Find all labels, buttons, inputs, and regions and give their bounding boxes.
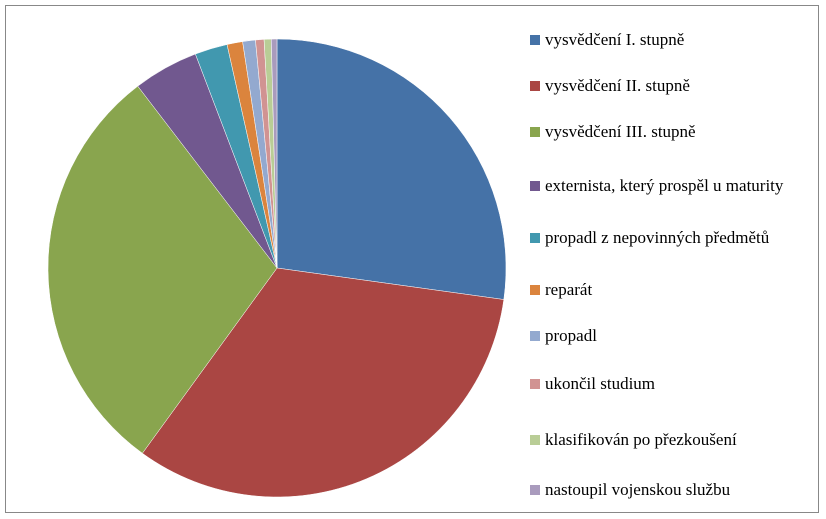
legend-swatch [530,435,540,445]
legend-label: klasifikován po přezkoušení [545,430,737,449]
legend-swatch [530,35,540,45]
legend-label: vysvědčení III. stupně [545,122,696,141]
legend-label: nastoupil vojenskou službu [545,480,731,499]
legend-swatch [530,485,540,495]
pie-slice [142,267,505,498]
legend-swatch [530,331,540,341]
legend-swatch [530,181,540,191]
chart-frame [5,5,819,513]
legend-swatch [530,233,540,243]
legend-label: propadl [545,326,597,345]
pie-slice [276,38,507,300]
legend-label: vysvědčení II. stupně [545,76,690,95]
legend-swatch [530,127,540,137]
legend-swatch [530,81,540,91]
legend-label: externista, který prospěl u maturity [545,176,784,195]
legend-swatch [530,379,540,389]
pie-slice [270,38,278,269]
legend-label: ukončil studium [545,374,656,393]
legend-label: propadl z nepovinných předmětů [545,228,770,247]
legend-label: vysvědčení I. stupně [545,30,685,49]
legend-label: reparát [545,280,593,299]
legend-swatch [530,285,540,295]
pie-slice [47,85,278,454]
